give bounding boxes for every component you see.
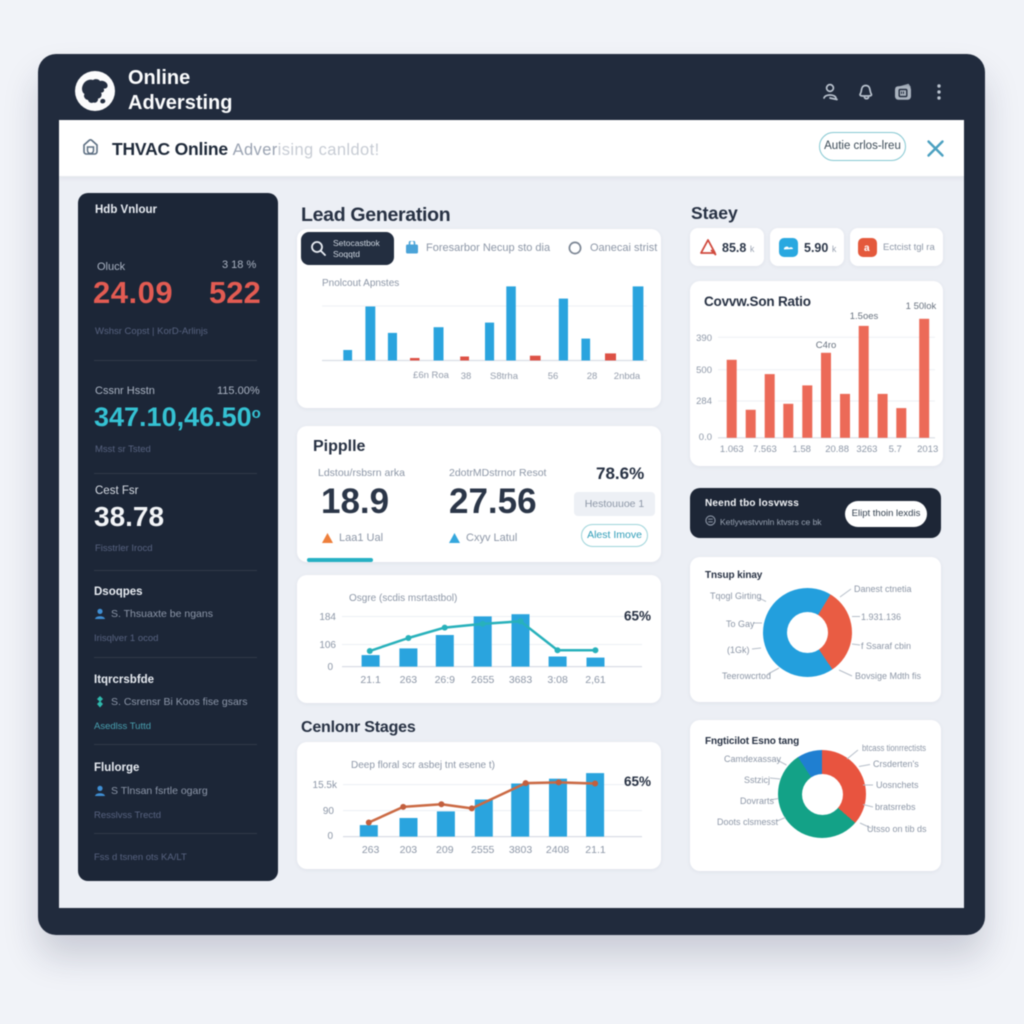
svg-text:65%: 65%	[624, 609, 651, 624]
svg-text:500: 500	[696, 365, 712, 376]
svg-text:Doots clsmesst: Doots clsmesst	[717, 817, 779, 827]
svg-text:90: 90	[323, 806, 335, 817]
svg-text:3683: 3683	[509, 674, 533, 686]
svg-text:20.88: 20.88	[825, 444, 849, 455]
svg-text:2,61: 2,61	[585, 674, 606, 686]
svg-text:106: 106	[319, 640, 336, 651]
svg-text:21.1: 21.1	[585, 844, 606, 856]
svg-text:Uosnchets: Uosnchets	[876, 780, 919, 790]
svg-text:Tqogl Girting: Tqogl Girting	[710, 591, 762, 601]
svg-text:Sstzicj: Sstzicj	[744, 775, 770, 785]
svg-text:2655: 2655	[471, 674, 495, 686]
svg-text:C4ro: C4ro	[816, 340, 837, 351]
svg-text:S8trha: S8trha	[490, 371, 519, 382]
svg-text:203: 203	[400, 844, 418, 856]
svg-text:2555: 2555	[471, 844, 495, 856]
svg-text:0: 0	[327, 662, 333, 673]
svg-text:Utsso on tib ds: Utsso on tib ds	[867, 824, 927, 834]
svg-text:28: 28	[587, 371, 598, 382]
svg-text:(1Gk): (1Gk)	[727, 645, 750, 655]
svg-text:bratsrrebs: bratsrrebs	[875, 802, 916, 812]
svg-text:0.0: 0.0	[699, 432, 712, 443]
svg-text:65%: 65%	[624, 774, 651, 789]
svg-text:Camdexassay: Camdexassay	[724, 754, 782, 764]
svg-text:0: 0	[327, 831, 333, 842]
svg-text:£6n Roa: £6n Roa	[413, 370, 450, 381]
svg-text:21.1: 21.1	[360, 674, 381, 686]
svg-text:284: 284	[696, 396, 712, 407]
svg-text:1 50lok: 1 50lok	[906, 301, 937, 312]
svg-text:To Gay: To Gay	[726, 619, 755, 629]
svg-text:1.931.136: 1.931.136	[861, 612, 901, 622]
svg-text:209: 209	[436, 844, 454, 856]
svg-text:5.7: 5.7	[889, 444, 902, 455]
svg-text:263: 263	[362, 844, 380, 856]
svg-text:1.58: 1.58	[792, 444, 811, 455]
svg-text:390: 390	[696, 333, 712, 344]
svg-text:Danest ctnetia: Danest ctnetia	[854, 584, 912, 594]
svg-text:26:9: 26:9	[435, 674, 456, 686]
svg-text:263: 263	[400, 674, 418, 686]
svg-text:Crsderten's: Crsderten's	[873, 759, 919, 769]
svg-text:Teerowcrtod: Teerowcrtod	[722, 671, 771, 681]
svg-text:56: 56	[548, 371, 559, 382]
svg-text:2408: 2408	[546, 844, 570, 856]
svg-text:f Ssaraf cbin: f Ssaraf cbin	[861, 641, 911, 651]
svg-text:2013: 2013	[917, 444, 938, 455]
svg-text:Bovsige Mdth fis: Bovsige Mdth fis	[855, 671, 922, 681]
svg-text:3803: 3803	[509, 844, 533, 856]
svg-text:15.5k: 15.5k	[313, 780, 338, 791]
svg-text:7.563: 7.563	[753, 444, 777, 455]
svg-text:btcass tionrrectists: btcass tionrrectists	[862, 743, 926, 753]
svg-text:2nbda: 2nbda	[614, 371, 641, 382]
svg-text:184: 184	[319, 612, 336, 623]
svg-text:1.063: 1.063	[720, 444, 744, 455]
svg-text:Dovrarts: Dovrarts	[740, 796, 775, 806]
svg-text:38: 38	[461, 371, 472, 382]
svg-text:1.5oes: 1.5oes	[850, 311, 879, 322]
svg-text:3:08: 3:08	[547, 674, 568, 686]
svg-text:3263: 3263	[856, 444, 877, 455]
